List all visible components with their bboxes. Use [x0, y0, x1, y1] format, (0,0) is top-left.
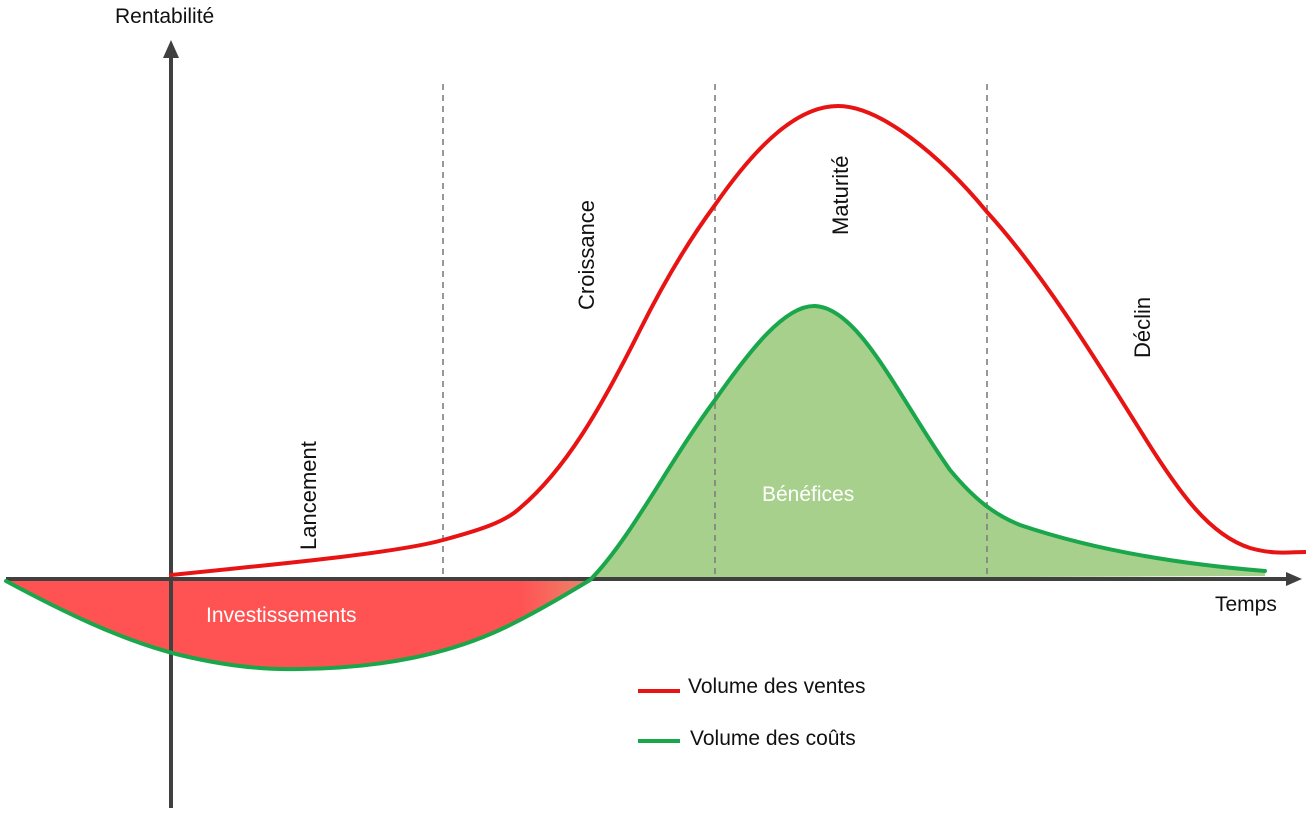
phase-label-maturity: Maturité [828, 156, 853, 235]
x-axis-title: Temps [1215, 593, 1277, 616]
legend-costs-label: Volume des coûts [690, 727, 856, 750]
y-axis-arrow [163, 40, 179, 58]
phase-label-decline: Déclin [1130, 297, 1155, 358]
legend-sales-label: Volume des ventes [688, 675, 865, 698]
profits-area [590, 305, 1265, 580]
legend: Volume des ventes Volume des coûts [638, 675, 865, 750]
transition-area [520, 532, 648, 618]
profits-label: Bénéfices [762, 483, 854, 506]
costs-curve [4, 303, 1267, 672]
x-axis-arrow [1286, 572, 1302, 586]
phase-label-growth: Croissance [574, 200, 599, 310]
investments-label: Investissements [206, 604, 357, 627]
y-axis-title: Rentabilité [115, 5, 214, 28]
sales-curve [169, 103, 1306, 577]
phase-label-launch: Lancement [296, 441, 321, 550]
